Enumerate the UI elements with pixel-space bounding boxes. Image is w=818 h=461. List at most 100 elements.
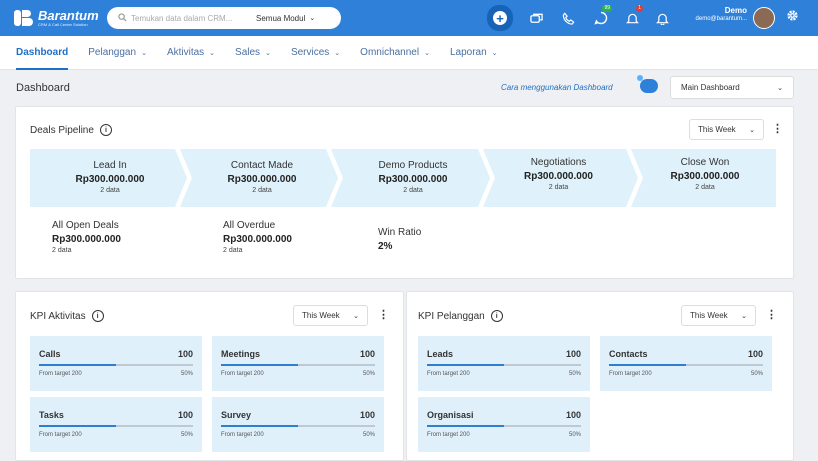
period-label: This Week [698,125,736,134]
nav-item-label: Services [290,47,330,58]
kpi-tile-meetings[interactable]: Meetings 100 From target 200 50% [212,336,384,391]
search-icon [113,12,131,24]
kpi-progress-fill [39,425,116,427]
chevron-down-icon: ⌄ [141,49,147,57]
search-bar: Temukan data dalam CRM... Semua Modul ⌄ [107,7,341,29]
top-bar: Barantum CRM & Call Center Solution Temu… [0,0,818,36]
kpi-tile-survey[interactable]: Survey 100 From target 200 50% [212,397,384,452]
info-icon[interactable]: i [99,124,112,136]
kpi-pelanggan-period-select[interactable]: This Week ⌄ [681,305,756,326]
alerts-button[interactable]: 1 [620,5,644,30]
pipeline-stage-shape [180,149,338,207]
nav-item-aktivitas[interactable]: Aktivitas ⌄ [167,36,215,70]
win-ratio-stat: Win Ratio 2% [378,227,421,252]
chat-button[interactable] [524,6,548,30]
whatsapp-button[interactable]: 99 [589,5,613,30]
user-email: demo@barantum... [695,15,747,22]
nav-item-sales[interactable]: Sales ⌄ [235,36,271,70]
kpi-name: Contacts [609,349,648,359]
pipeline-stage-shape [483,149,638,207]
kpi-progress-track [221,364,375,366]
main-nav: Dashboard Pelanggan ⌄ Aktivitas ⌄ Sales ⌄ S… [0,36,818,70]
period-label: This Week [302,311,340,320]
deals-period-select[interactable]: This Week ⌄ [689,119,764,140]
module-select[interactable]: Semua Modul ⌄ [256,14,315,23]
card-title-text: KPI Pelanggan [418,310,485,322]
search-input[interactable]: Temukan data dalam CRM... [131,13,233,23]
nav-item-label: Sales [235,47,261,58]
overdue-deals-stat[interactable]: All Overdue Rp300.000.000 2 data [223,220,292,254]
stage-count: 2 data [548,184,569,191]
nav-item-laporan[interactable]: Laporan ⌄ [450,36,498,70]
bell-alert-icon [625,13,639,23]
kpi-aktivitas-title: KPI Aktivitas i [30,310,104,322]
kpi-percent: 50% [750,371,763,377]
kpi-target: From target 200 [221,432,264,438]
nav-item-pelanggan[interactable]: Pelanggan ⌄ [88,36,147,70]
kpi-progress-fill [609,364,686,366]
stage-value: Rp300.000.000 [75,174,145,185]
brand-tagline: CRM & Call Center Solution [38,22,88,27]
more-options-icon[interactable]: ⋮ [772,123,783,135]
pipeline-stage[interactable]: Negotiations Rp300.000.000 2 data [491,157,626,215]
user-name: Demo [724,6,747,15]
brand-name: Barantum [38,8,99,23]
stage-name: Contact Made [230,160,294,171]
kpi-name: Leads [427,349,454,359]
dashboard-select-label: Main Dashboard [681,83,740,92]
whatsapp-badge: 99 [602,5,612,12]
pipeline-stage-shape [30,149,187,207]
kpi-aktivitas-period-select[interactable]: This Week ⌄ [293,305,368,326]
stage-name: Demo Products [378,160,448,171]
avatar[interactable] [753,7,775,29]
kpi-target: From target 200 [427,432,470,438]
kpi-tile-calls[interactable]: Calls 100 From target 200 50% [30,336,202,391]
pipeline-stage[interactable]: Lead In Rp300.000.000 2 data [40,160,180,218]
kpi-progress-fill [39,364,116,366]
settings-button[interactable] [786,9,799,25]
dashboard-select[interactable]: Main Dashboard ⌄ [670,76,794,99]
more-options-icon[interactable]: ⋮ [378,309,389,321]
kpi-value: 100 [177,349,193,359]
open-deals-stat[interactable]: All Open Deals Rp300.000.000 2 data [52,220,121,254]
nav-item-services[interactable]: Services ⌄ [291,36,340,70]
chevron-down-icon: ⌄ [491,49,498,57]
add-button[interactable]: + [487,5,513,31]
kpi-target: From target 200 [427,371,470,377]
nav-item-omnichannel[interactable]: Omnichannel ⌄ [360,36,430,70]
call-button[interactable] [556,6,580,30]
pipeline-stage-shape [631,149,776,207]
help-mascot-icon[interactable] [637,75,658,93]
module-select-label: Semua Modul [256,13,306,23]
period-label: This Week [690,311,728,320]
kpi-percent: 50% [362,432,375,438]
kpi-tile-contacts[interactable]: Contacts 100 From target 200 50% [600,336,772,391]
notifications-button[interactable] [650,6,674,30]
info-icon[interactable]: i [91,310,104,322]
kpi-tile-tasks[interactable]: Tasks 100 From target 200 50% [30,397,202,452]
kpi-progress-fill [221,364,298,366]
kpi-percent: 50% [568,371,581,377]
howto-link[interactable]: Cara menggunakan Dashboard [501,83,613,92]
pipeline-stage-shape [331,149,490,207]
more-options-icon[interactable]: ⋮ [766,309,777,321]
pipeline-stage[interactable]: Demo Products Rp300.000.000 2 data [343,160,483,218]
brand-logo[interactable]: Barantum CRM & Call Center Solution [14,8,99,28]
nav-item-label: Dashboard [16,47,69,58]
kpi-name: Survey [221,410,252,420]
page-title: Dashboard [16,82,70,94]
chevron-down-icon: ⌄ [424,49,430,57]
kpi-tile-leads[interactable]: Leads 100 From target 200 50% [418,336,590,391]
plus-icon: + [493,11,507,25]
stat-name: All Open Deals [52,220,119,231]
info-icon[interactable]: i [490,310,503,322]
user-menu[interactable]: Demo demo@barantum... [680,6,747,22]
stat-value: Rp300.000.000 [52,234,121,245]
pipeline-stage[interactable]: Close Won Rp300.000.000 2 data [635,157,775,215]
kpi-progress-fill [221,425,298,427]
nav-item-dashboard[interactable]: Dashboard [16,36,69,70]
kpi-value: 100 [359,349,375,359]
kpi-progress-track [609,364,763,366]
kpi-tile-organisasi[interactable]: Organisasi 100 From target 200 50% [418,397,590,452]
pipeline-stage[interactable]: Contact Made Rp300.000.000 2 data [192,160,332,218]
